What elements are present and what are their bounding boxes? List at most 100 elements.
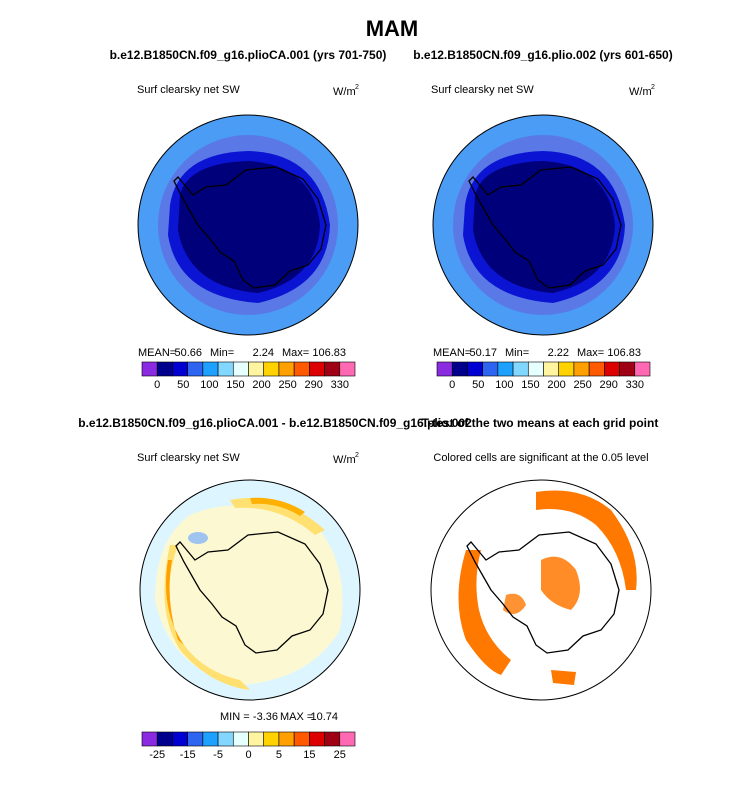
- colorbar-box: [619, 361, 636, 377]
- colorbar-box: [217, 361, 234, 377]
- colorbar-label: -15: [180, 749, 196, 761]
- colorbar-label: 150: [226, 379, 244, 391]
- colorbar-box: [451, 361, 468, 377]
- colorbar-box: [232, 361, 249, 377]
- colorbar-label: 330: [331, 379, 349, 391]
- colorbar-box: [141, 731, 158, 747]
- colorbar-box: [588, 361, 605, 377]
- colorbar-box: [573, 361, 590, 377]
- stat: 2.24: [253, 347, 274, 359]
- colorbar-box: [263, 731, 280, 747]
- colorbar-label: 330: [626, 379, 644, 391]
- stat: 106.83: [312, 347, 346, 359]
- map: [432, 114, 654, 336]
- colorbar-label: 25: [334, 749, 346, 761]
- colorbar-label: 0: [154, 379, 160, 391]
- colorbar-box: [293, 361, 310, 377]
- colorbar-label: 5: [276, 749, 282, 761]
- stat: Min=: [505, 347, 529, 359]
- units-sup: 2: [651, 84, 655, 91]
- colorbar-box: [497, 361, 514, 377]
- colorbar-label: 250: [278, 379, 296, 391]
- stat: 50.17: [469, 347, 497, 359]
- units: W/m: [333, 86, 356, 98]
- colorbar-box: [232, 731, 249, 747]
- units: W/m: [629, 86, 652, 98]
- center-label: Colored cells are significant at the 0.0…: [433, 452, 648, 464]
- map: [430, 479, 652, 701]
- colorbar-box: [309, 361, 325, 377]
- stat: -3.36: [253, 711, 278, 723]
- colorbar-box: [172, 731, 188, 747]
- colorbar-label: 15: [303, 749, 315, 761]
- stat: Min=: [210, 347, 234, 359]
- colorbar-label: -25: [149, 749, 165, 761]
- panel-title: T-test of the two means at each grid poi…: [422, 416, 659, 430]
- colorbar-box: [278, 361, 295, 377]
- colorbar-box: [482, 361, 499, 377]
- colorbar-box: [339, 731, 356, 747]
- panel-title: b.e12.B1850CN.f09_g16.plio.002 (yrs 601-…: [413, 48, 672, 62]
- colorbar-box: [187, 361, 204, 377]
- colorbar-box: [263, 361, 280, 377]
- stat: MEAN=: [433, 347, 471, 359]
- colorbar-box: [248, 361, 265, 377]
- stat: MEAN=: [138, 347, 176, 359]
- colorbar-box: [309, 731, 325, 747]
- colorbar-label: 100: [495, 379, 513, 391]
- units: W/m: [333, 454, 356, 466]
- colorbar-box: [467, 361, 483, 377]
- colorbar-label: -5: [213, 749, 223, 761]
- colorbar-label: 100: [200, 379, 218, 391]
- colorbar-label: 200: [547, 379, 565, 391]
- units-sup: 2: [355, 452, 359, 459]
- colorbar-label: 50: [177, 379, 189, 391]
- colorbar-box: [202, 731, 219, 747]
- stat: 106.83: [607, 347, 641, 359]
- stat: MIN =: [220, 711, 250, 723]
- stat: Max=: [577, 347, 604, 359]
- panel-title: b.e12.B1850CN.f09_g16.plioCA.001 (yrs 70…: [110, 48, 387, 62]
- colorbar-box: [141, 361, 158, 377]
- stat: MAX =: [280, 711, 313, 723]
- stat: 2.22: [548, 347, 569, 359]
- stat: 50.66: [174, 347, 202, 359]
- colorbar-box: [512, 361, 529, 377]
- figure-title: MAM: [366, 16, 419, 41]
- map: [137, 114, 359, 336]
- colorbar-label: 200: [252, 379, 270, 391]
- colorbar-box: [217, 731, 234, 747]
- colorbar-box: [156, 361, 173, 377]
- colorbar-box: [248, 731, 265, 747]
- stat: Max=: [282, 347, 309, 359]
- colorbar-label: 0: [245, 749, 251, 761]
- colorbar-box: [436, 361, 453, 377]
- colorbar-box: [156, 731, 173, 747]
- colorbar-box: [527, 361, 544, 377]
- colorbar-box: [293, 731, 310, 747]
- colorbar-label: 150: [521, 379, 539, 391]
- colorbar-box: [558, 361, 575, 377]
- left-label: Surf clearsky net SW: [137, 84, 240, 96]
- colorbar-label: 290: [305, 379, 323, 391]
- colorbar-label: 250: [573, 379, 591, 391]
- colorbar-box: [543, 361, 560, 377]
- colorbar-label: 0: [449, 379, 455, 391]
- colorbar-box: [339, 361, 356, 377]
- units-sup: 2: [355, 84, 359, 91]
- left-label: Surf clearsky net SW: [431, 84, 534, 96]
- map: [139, 479, 361, 701]
- colorbar-box: [187, 731, 204, 747]
- stat: 10.74: [310, 711, 338, 723]
- colorbar-box: [278, 731, 295, 747]
- colorbar-box: [172, 361, 188, 377]
- colorbar-label: 290: [600, 379, 618, 391]
- colorbar-box: [202, 361, 219, 377]
- colorbar-box: [604, 361, 620, 377]
- panel-title: b.e12.B1850CN.f09_g16.plioCA.001 - b.e12…: [78, 416, 472, 430]
- left-label: Surf clearsky net SW: [137, 452, 240, 464]
- colorbar-label: 50: [472, 379, 484, 391]
- colorbar-box: [634, 361, 651, 377]
